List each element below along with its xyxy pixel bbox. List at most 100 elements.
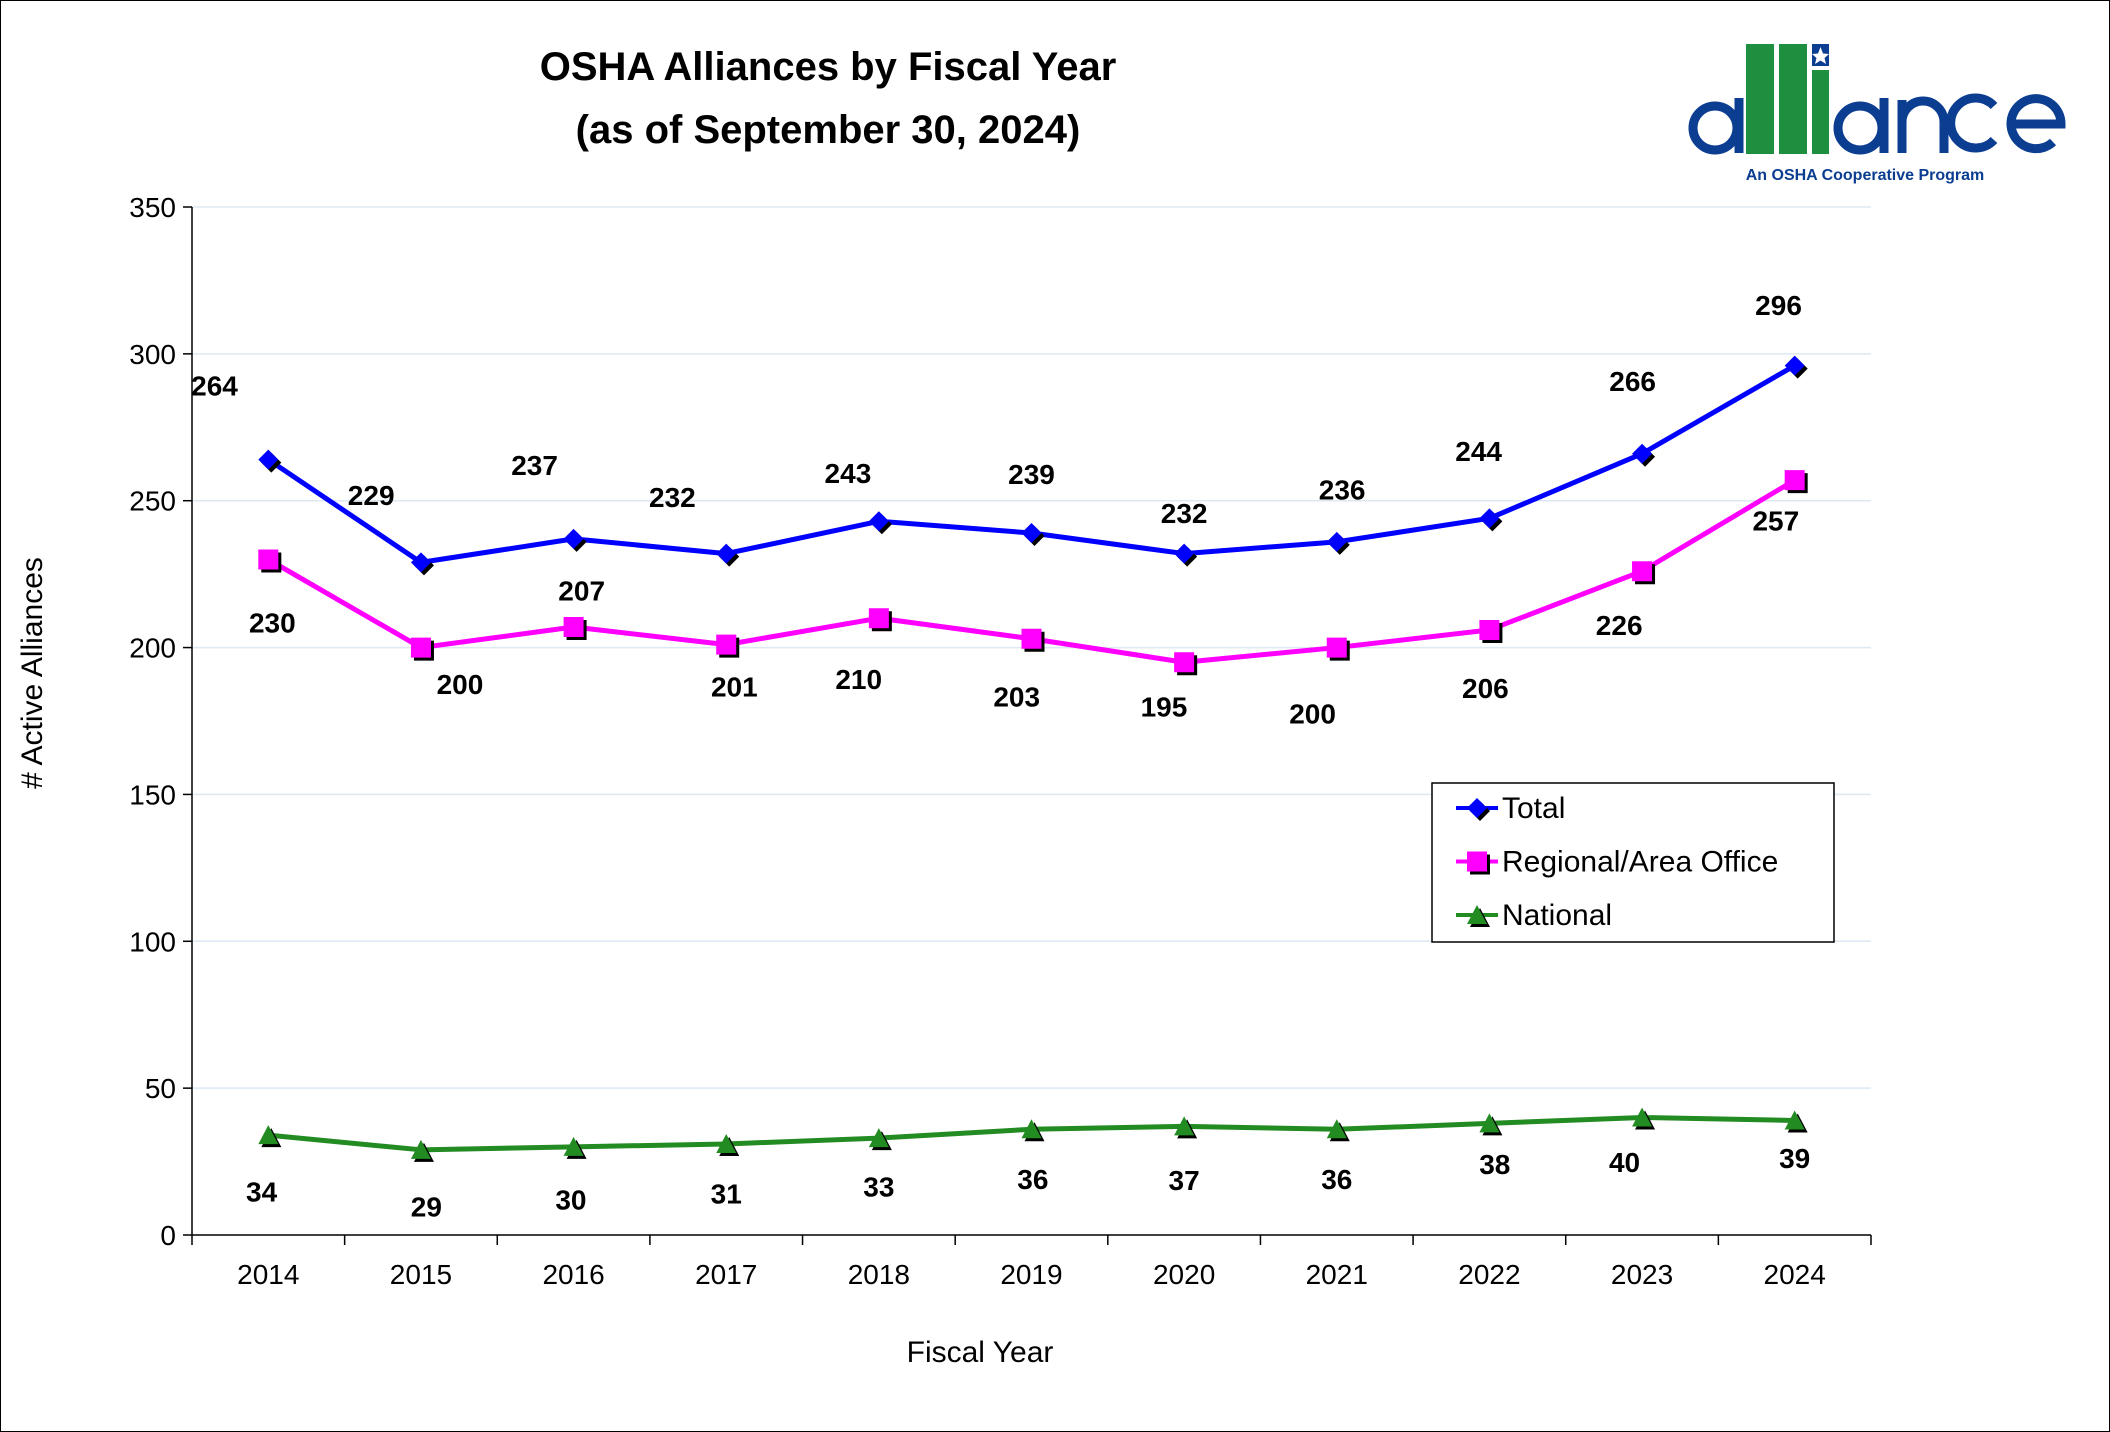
marker: [716, 543, 737, 564]
data-labels: 264 229 237 232 243 239 232 236 244 266 296 230 200 2…: [191, 290, 1810, 1222]
data-label: 296: [1755, 290, 1802, 321]
marker: [716, 1133, 737, 1153]
data-point: [1479, 1113, 1503, 1136]
marker: [410, 552, 431, 573]
marker: [1326, 637, 1347, 658]
data-point: [410, 637, 434, 661]
data-point: [1632, 1107, 1656, 1130]
data-label: 206: [1462, 673, 1509, 704]
marker: [1467, 798, 1487, 818]
legend-label: Regional/Area Office: [1502, 846, 1778, 879]
data-label: 37: [1169, 1165, 1200, 1196]
data-point: [1632, 561, 1656, 585]
data-point: [868, 511, 892, 535]
legend-label: Total: [1502, 792, 1565, 825]
data-label: 264: [191, 371, 238, 402]
data-label: 237: [511, 450, 558, 481]
x-tick-label: 2022: [1458, 1259, 1520, 1290]
data-point: [1021, 523, 1045, 547]
data-label: 36: [1017, 1164, 1048, 1195]
data-point: [1326, 1119, 1350, 1142]
marker: [563, 617, 584, 638]
legend-label: National: [1502, 899, 1612, 932]
data-point: [563, 528, 587, 552]
data-label: 34: [246, 1177, 278, 1208]
data-label: 40: [1609, 1147, 1640, 1178]
axes: [183, 206, 1872, 1245]
x-tick-labels: 2014 2015 2016 2017 2018 2019 2020 2021 2022 2023…: [237, 1259, 1826, 1290]
marker: [716, 634, 737, 655]
data-point: [563, 617, 587, 641]
legend-marker: [1467, 851, 1490, 875]
x-tick-label: 2020: [1153, 1259, 1215, 1290]
y-tick-label: 100: [129, 926, 176, 957]
data-label: 36: [1321, 1164, 1352, 1195]
data-label: 39: [1779, 1143, 1810, 1174]
alliance-logo: An OSHA Cooperative Program: [1688, 44, 2066, 184]
data-point: [1174, 543, 1198, 567]
data-label: 229: [348, 480, 395, 511]
data-point: [258, 449, 282, 473]
x-axis-label: Fiscal Year: [907, 1336, 1054, 1369]
data-point: [1784, 1110, 1808, 1133]
data-label: 243: [825, 458, 872, 489]
marker: [1467, 905, 1487, 924]
data-label: 230: [249, 608, 296, 639]
marker: [258, 449, 279, 470]
x-tick-label: 2021: [1306, 1259, 1368, 1290]
data-point: [716, 634, 740, 658]
x-tick-label: 2014: [237, 1259, 299, 1290]
legend-item: Total: [1456, 792, 1565, 825]
x-tick-label: 2024: [1764, 1259, 1826, 1290]
logo-tagline: An OSHA Cooperative Program: [1746, 167, 1985, 184]
marker: [1021, 1119, 1042, 1139]
data-point: [1021, 1119, 1045, 1142]
data-point: [1479, 619, 1503, 643]
data-label: 232: [649, 482, 696, 513]
legend-item: Regional/Area Office: [1456, 846, 1778, 879]
series-total: [258, 355, 1808, 576]
data-point: [1784, 470, 1808, 494]
series-lines: [258, 355, 1808, 1162]
marker: [1784, 470, 1805, 491]
data-point: [258, 549, 282, 573]
x-tick-label: 2023: [1611, 1259, 1673, 1290]
data-label: 195: [1141, 692, 1188, 723]
data-point: [1326, 637, 1350, 661]
data-label: 201: [711, 671, 758, 702]
x-tick-label: 2017: [695, 1259, 757, 1290]
marker: [1326, 531, 1347, 552]
data-point: [1326, 531, 1350, 555]
y-tick-label: 50: [145, 1073, 176, 1104]
data-point: [1174, 1116, 1198, 1139]
data-point: [410, 552, 434, 576]
legend-marker: [1467, 905, 1490, 927]
marker: [1326, 1119, 1347, 1139]
data-point: [1021, 628, 1045, 652]
marker: [1479, 508, 1500, 529]
data-label: 232: [1161, 498, 1208, 529]
marker: [563, 1136, 584, 1156]
x-tick-label: 2019: [1000, 1259, 1062, 1290]
legend-marker: [1467, 798, 1490, 821]
marker: [1479, 619, 1500, 640]
y-tick-labels: 0 50 100 150 200 250 300 350: [129, 192, 176, 1251]
data-label: 33: [863, 1172, 894, 1203]
data-label: 200: [1289, 699, 1336, 730]
marker: [868, 511, 889, 532]
data-label: 38: [1479, 1149, 1510, 1180]
data-label: 200: [437, 669, 484, 700]
marker: [1632, 443, 1653, 464]
marker: [868, 608, 889, 629]
marker: [1784, 1110, 1805, 1130]
data-point: [716, 1133, 740, 1156]
marker: [1479, 1113, 1500, 1133]
marker: [1021, 523, 1042, 544]
series-regional-area-office: [258, 470, 1808, 676]
data-label: 31: [711, 1179, 742, 1210]
marker: [1632, 1107, 1653, 1127]
data-label: 236: [1319, 474, 1366, 505]
data-point: [258, 1125, 282, 1148]
data-point: [1632, 443, 1656, 467]
marker: [1174, 543, 1195, 564]
